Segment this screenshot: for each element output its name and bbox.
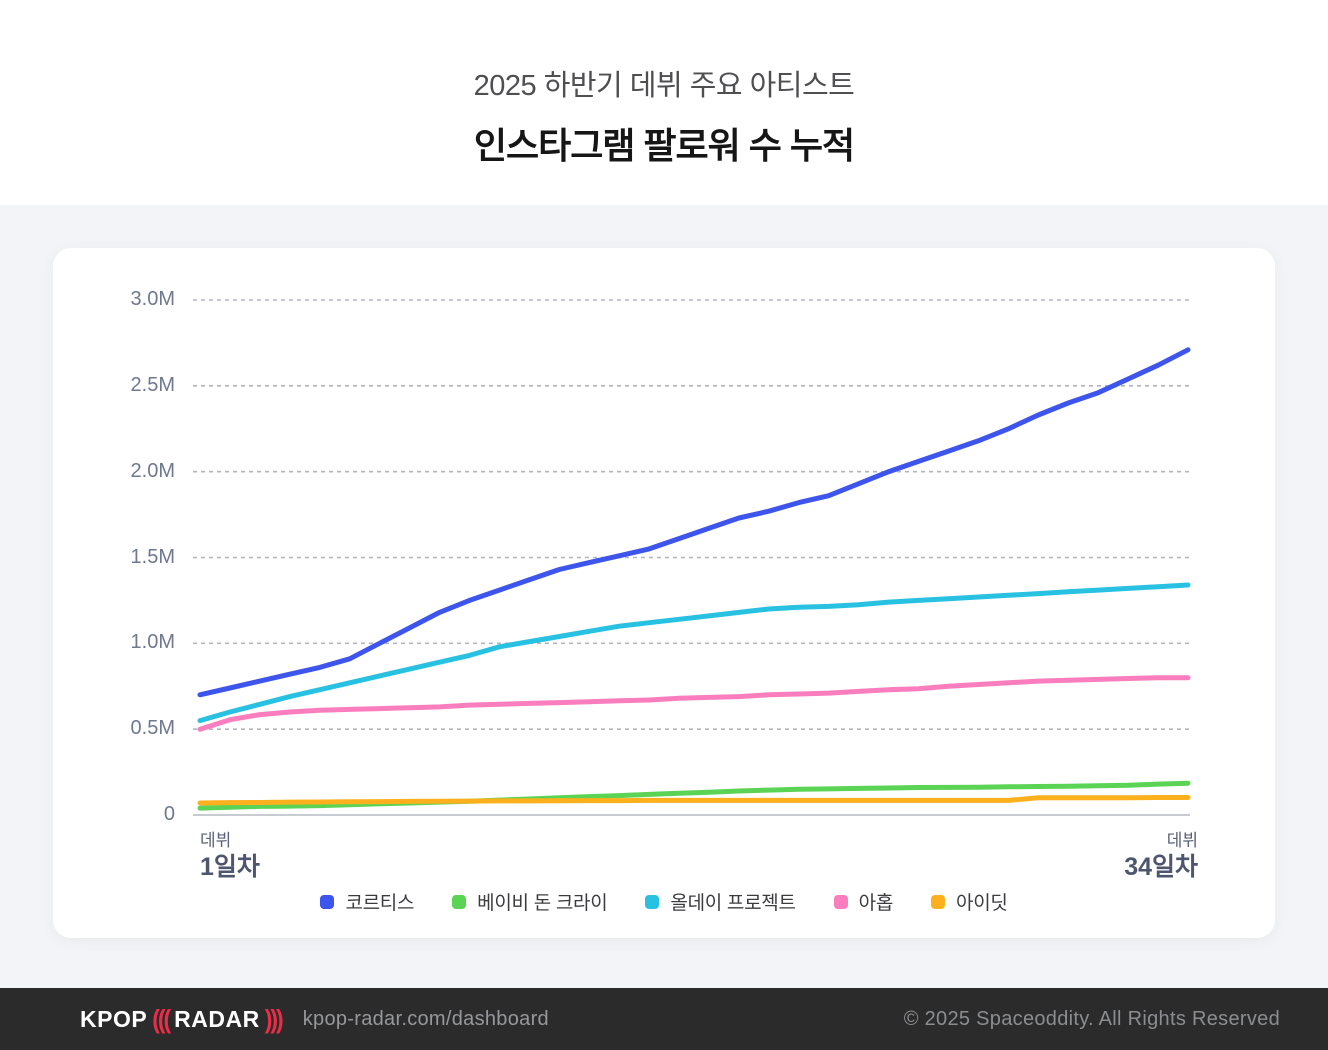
legend-swatch-icon	[931, 894, 946, 909]
legend-swatch-icon	[320, 894, 335, 909]
chart-stage: 3.0M 2.5M 2.0M 1.5M 1.0M 0.5M 0 데뷔 1일차 데뷔 34일차…	[0, 205, 1328, 988]
x-axis-label-end: 데뷔 34일차	[1124, 831, 1198, 881]
page-header: 2025 하반기 데뷔 주요 아티스트 인스타그램 팔로워 수 누적	[0, 0, 1328, 205]
series-line	[197, 795, 1191, 806]
line-chart	[193, 299, 1191, 816]
legend-item: 베이비 돈 크라이	[452, 888, 608, 915]
series-line	[197, 347, 1191, 698]
legend-item: 아이딧	[931, 888, 1008, 915]
legend-label: 아이딧	[956, 893, 1008, 914]
legend-item: 코르티스	[320, 888, 414, 915]
legend-label: 코르티스	[345, 893, 415, 914]
legend-item: 아홉	[833, 888, 894, 915]
legend-swatch-icon	[833, 894, 848, 909]
y-axis-tick-label: 0.5M	[130, 717, 175, 740]
legend-label: 아홉	[858, 893, 894, 914]
series-line	[197, 780, 1191, 811]
x-axis-label-start-debut: 데뷔	[200, 831, 232, 850]
y-axis-tick-label: 1.0M	[130, 631, 175, 654]
copyright-text: © 2025 Spaceoddity. All Rights Reserved	[903, 1007, 1280, 1030]
chart-title: 인스타그램 팔로워 수 누적	[473, 125, 855, 166]
legend-label: 올데이 프로젝트	[670, 893, 796, 914]
legend-label: 베이비 돈 크라이	[477, 893, 608, 914]
logo-radar-waves-left-icon: (((	[152, 1003, 171, 1033]
x-axis-label-end-day: 34일차	[1124, 852, 1198, 881]
x-axis-label-start: 데뷔 1일차	[200, 831, 260, 881]
chart-subtitle: 2025 하반기 데뷔 주요 아티스트	[473, 70, 855, 102]
x-axis-label-start-day: 1일차	[200, 852, 260, 881]
y-axis-tick-label: 2.0M	[130, 459, 175, 482]
legend-swatch-icon	[452, 894, 467, 909]
legend-item: 올데이 프로젝트	[645, 888, 796, 915]
dashboard-url: kpop-radar.com/dashboard	[302, 1007, 549, 1030]
chart-card: 3.0M 2.5M 2.0M 1.5M 1.0M 0.5M 0 데뷔 1일차 데뷔 34일차…	[53, 248, 1275, 938]
y-axis-tick-label: 2.5M	[130, 373, 175, 396]
logo-kpop-text: KPOP	[80, 1005, 148, 1032]
kpop-radar-logo: KPOP(((RADAR)))	[80, 1003, 287, 1033]
y-axis-tick-label: 3.0M	[130, 288, 175, 310]
page-footer: KPOP(((RADAR))) kpop-radar.com/dashboard…	[0, 988, 1328, 1050]
x-axis-label-end-debut: 데뷔	[1166, 831, 1198, 850]
chart-legend: 코르티스 베이비 돈 크라이 올데이 프로젝트 아홉 아이딧	[53, 888, 1275, 915]
y-axis-tick-label: 1.5M	[130, 545, 175, 568]
legend-swatch-icon	[645, 894, 660, 909]
series-line	[197, 582, 1191, 724]
logo-radar-text: RADAR	[174, 1005, 260, 1032]
series-line	[197, 675, 1191, 732]
logo-radar-waves-right-icon: )))	[264, 1003, 284, 1033]
y-axis-tick-label: 0	[163, 803, 175, 825]
